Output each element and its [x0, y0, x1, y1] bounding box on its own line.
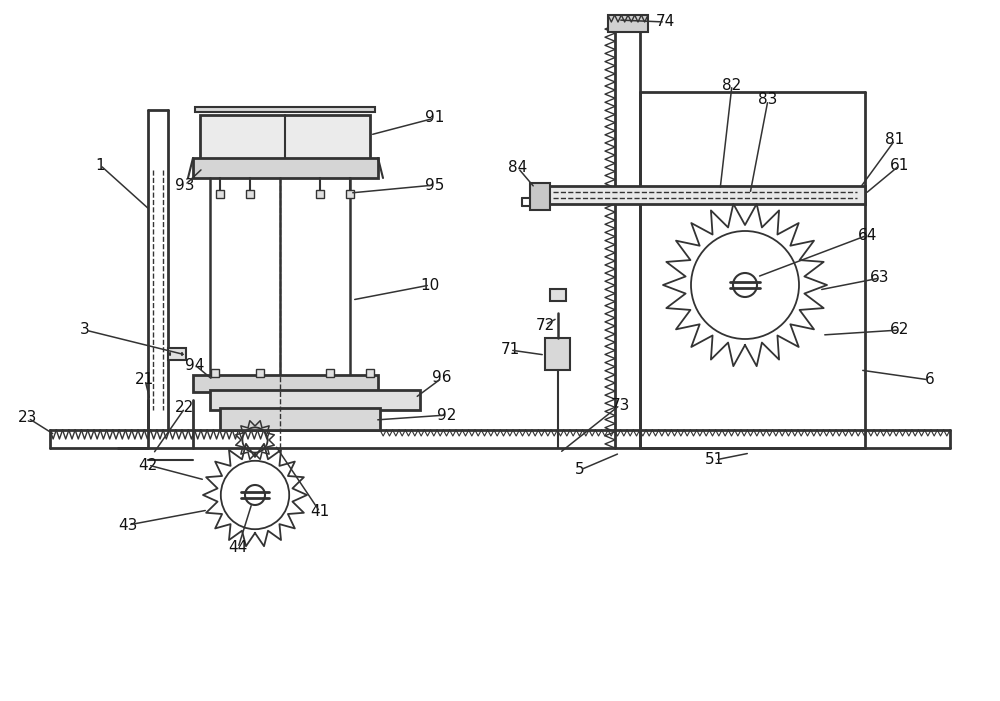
- Text: 51: 51: [705, 453, 725, 468]
- Text: 3: 3: [80, 322, 90, 337]
- Text: 91: 91: [425, 111, 445, 125]
- Bar: [211, 369, 219, 377]
- Text: 43: 43: [118, 517, 138, 533]
- Text: 22: 22: [175, 400, 195, 416]
- Text: 64: 64: [858, 228, 878, 243]
- Bar: [220, 408, 380, 430]
- Text: 62: 62: [890, 322, 910, 337]
- Bar: [608, 15, 648, 32]
- Bar: [366, 369, 374, 377]
- Bar: [550, 289, 566, 301]
- Bar: [545, 186, 865, 204]
- Text: 83: 83: [758, 93, 778, 107]
- Bar: [195, 107, 375, 112]
- Text: 63: 63: [870, 271, 890, 285]
- Text: 94: 94: [185, 358, 205, 372]
- Text: 41: 41: [310, 505, 330, 519]
- Text: 1: 1: [95, 158, 105, 172]
- Text: 95: 95: [425, 177, 445, 193]
- Text: 72: 72: [535, 318, 555, 332]
- Text: 96: 96: [432, 371, 452, 386]
- Bar: [256, 369, 264, 377]
- Bar: [168, 348, 186, 360]
- Bar: [216, 190, 224, 198]
- Bar: [193, 158, 378, 178]
- Text: 84: 84: [508, 161, 528, 175]
- Text: 21: 21: [135, 372, 155, 388]
- Bar: [210, 390, 420, 410]
- Text: 81: 81: [885, 132, 905, 147]
- Text: 82: 82: [722, 78, 742, 93]
- Bar: [246, 190, 254, 198]
- Text: 71: 71: [500, 343, 520, 358]
- Bar: [346, 190, 354, 198]
- Text: 42: 42: [138, 458, 158, 472]
- Text: 44: 44: [228, 540, 248, 555]
- Text: 6: 6: [925, 372, 935, 388]
- Text: 92: 92: [437, 407, 457, 423]
- Bar: [326, 369, 334, 377]
- Text: 93: 93: [175, 177, 195, 193]
- Text: 74: 74: [655, 15, 675, 29]
- Text: 23: 23: [18, 411, 38, 426]
- Bar: [200, 115, 370, 160]
- Text: 10: 10: [420, 278, 440, 292]
- Bar: [545, 338, 570, 370]
- Bar: [193, 375, 378, 392]
- Bar: [316, 190, 324, 198]
- Text: 61: 61: [890, 158, 910, 172]
- Text: 5: 5: [575, 463, 585, 477]
- Text: 73: 73: [610, 397, 630, 412]
- Bar: [530, 183, 550, 210]
